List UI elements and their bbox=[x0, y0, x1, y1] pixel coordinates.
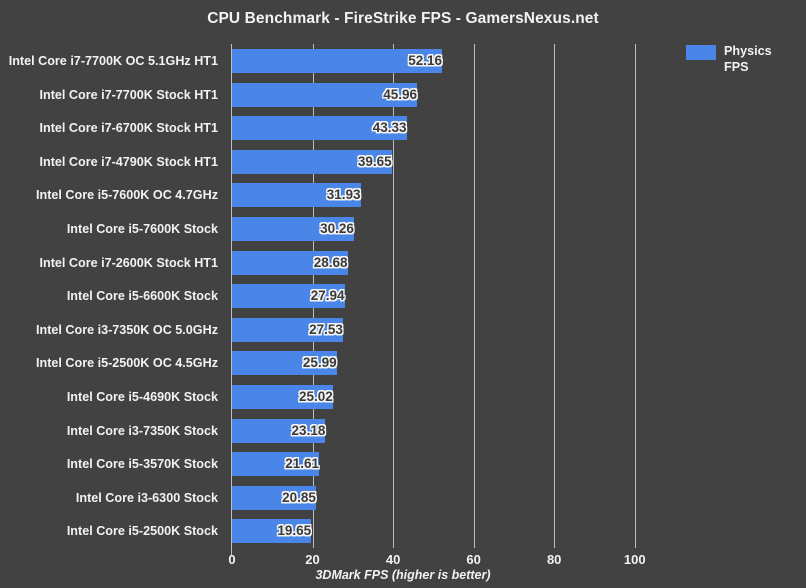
bar[interactable] bbox=[232, 452, 320, 477]
gridline-60 bbox=[473, 44, 475, 548]
legend-swatch-physics-fps bbox=[686, 45, 716, 60]
gridline-80 bbox=[554, 44, 556, 548]
category-label: Intel Core i5-4690K Stock bbox=[66, 390, 218, 404]
category-label: Intel Core i5-2500K OC 4.5GHz bbox=[36, 356, 218, 371]
bar-row: 25.02 bbox=[232, 380, 675, 414]
x-tick-label-0: 0 bbox=[228, 552, 236, 567]
bar[interactable] bbox=[232, 385, 333, 409]
bar[interactable] bbox=[232, 183, 361, 208]
category-label: Intel Core i7-7700K Stock HT1 bbox=[39, 87, 218, 102]
x-tick-label-100: 100 bbox=[623, 552, 646, 567]
x-tick-label-60: 60 bbox=[466, 552, 481, 567]
bar-value-label: 45.96 bbox=[383, 86, 418, 102]
x-tick-label-40: 40 bbox=[385, 552, 401, 567]
bar[interactable] bbox=[232, 317, 343, 342]
y-axis-line bbox=[231, 44, 232, 556]
bar-value-label: 52.16 bbox=[408, 53, 443, 68]
gridline-100 bbox=[634, 44, 636, 548]
bar-row: 31.93 bbox=[232, 178, 675, 212]
plot-area: 52.16 45.96 43.33 39.65 31.93 30.26 28.68 27.94… bbox=[231, 44, 675, 556]
x-tick-label-80: 80 bbox=[546, 552, 562, 567]
category-label: Intel Core i7-7700K OC 5.1GHz HT1 bbox=[8, 54, 218, 68]
category-label: Intel Core i7-6700K Stock HT1 bbox=[39, 121, 218, 136]
bar-value-label: 27.94 bbox=[310, 288, 345, 304]
bar-row: 20.85 bbox=[232, 481, 675, 515]
bar-value-label: 25.99 bbox=[302, 355, 337, 371]
bar-value-label: 30.26 bbox=[320, 221, 354, 236]
bar[interactable] bbox=[232, 250, 348, 275]
bar[interactable] bbox=[232, 217, 354, 241]
bar-value-label: 39.65 bbox=[357, 153, 392, 169]
bar-value-label: 31.93 bbox=[326, 187, 361, 203]
bar[interactable] bbox=[232, 82, 418, 107]
legend-label-line1: Physics bbox=[724, 44, 772, 58]
bar[interactable] bbox=[232, 485, 316, 510]
bar-row: 30.26 bbox=[232, 212, 675, 246]
category-label: Intel Core i7-2600K Stock HT1 bbox=[39, 255, 218, 270]
bar-row: 52.16 bbox=[232, 44, 675, 78]
bar-row: 43.33 bbox=[232, 111, 675, 145]
bar-row: 28.68 bbox=[232, 246, 675, 280]
x-tick-label-20: 20 bbox=[305, 552, 320, 567]
bar-row: 21.61 bbox=[232, 447, 675, 481]
bar[interactable] bbox=[232, 519, 312, 544]
category-label: Intel Core i3-7350K Stock bbox=[66, 423, 218, 438]
category-axis-labels: Intel Core i7-7700K OC 5.1GHz HT1 Intel C… bbox=[0, 44, 226, 548]
gridline-40 bbox=[393, 44, 395, 548]
bar-value-label: 43.33 bbox=[372, 120, 407, 136]
legend-label-line2: FPS bbox=[724, 60, 749, 74]
bar-row: 25.99 bbox=[232, 346, 675, 380]
category-label: Intel Core i5-6600K Stock bbox=[66, 289, 218, 304]
bar-row: 45.96 bbox=[232, 78, 675, 112]
bar[interactable] bbox=[232, 418, 326, 443]
category-label: Intel Core i5-7600K Stock bbox=[66, 222, 218, 236]
category-label: Intel Core i5-2500K Stock bbox=[66, 524, 218, 539]
bar-row: 19.65 bbox=[232, 514, 675, 548]
category-label: Intel Core i3-6300 Stock bbox=[75, 490, 218, 505]
bar[interactable] bbox=[232, 49, 443, 73]
bar[interactable] bbox=[232, 116, 407, 141]
bar[interactable] bbox=[232, 149, 392, 174]
category-label: Intel Core i3-7350K OC 5.0GHz bbox=[36, 322, 218, 337]
bar-value-label: 25.02 bbox=[298, 389, 333, 404]
chart-title: CPU Benchmark - FireStrike FPS - GamersN… bbox=[207, 10, 599, 27]
category-label: Intel Core i5-7600K OC 4.7GHz bbox=[36, 188, 218, 203]
legend-label-physics-fps: Physics FPS bbox=[724, 43, 802, 75]
bar-value-label: 28.68 bbox=[313, 254, 348, 270]
bar-value-label: 21.61 bbox=[285, 456, 320, 472]
bar-row: 27.53 bbox=[232, 313, 675, 347]
bar-value-label: 19.65 bbox=[277, 523, 312, 539]
category-label: Intel Core i7-4790K Stock HT1 bbox=[39, 154, 218, 169]
bar-value-label: 20.85 bbox=[282, 489, 316, 505]
bar-value-label: 23.18 bbox=[291, 422, 326, 438]
bar-row: 39.65 bbox=[232, 145, 675, 179]
x-axis-title: 3DMark FPS (higher is better) bbox=[315, 568, 491, 582]
bar[interactable] bbox=[232, 284, 345, 309]
bar-row: 27.94 bbox=[232, 279, 675, 313]
bar[interactable] bbox=[232, 351, 337, 376]
bar-value-label: 27.53 bbox=[309, 321, 343, 337]
category-label: Intel Core i5-3570K Stock bbox=[66, 457, 218, 472]
bar-row: 23.18 bbox=[232, 414, 675, 448]
